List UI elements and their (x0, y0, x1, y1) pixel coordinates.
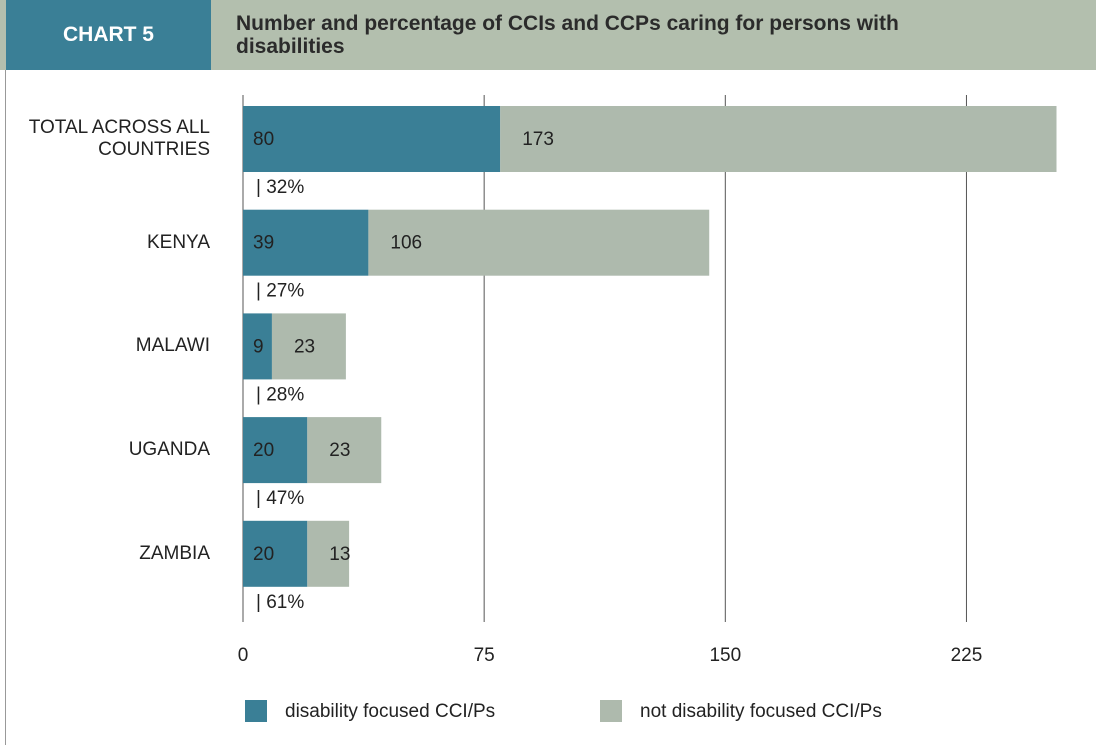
x-tick-label: 0 (238, 645, 249, 666)
value-label: 23 (329, 440, 350, 461)
share-label: | 27% (256, 281, 304, 302)
value-label: 39 (253, 233, 274, 254)
value-label: 23 (294, 336, 315, 357)
bar-segment (271, 313, 346, 380)
bar-segment (307, 417, 382, 484)
bar-segment (243, 417, 308, 484)
value-label: 20 (253, 440, 274, 461)
category-label: ZAMBIA (139, 542, 210, 564)
value-label: 9 (253, 336, 264, 357)
bar-segment (243, 520, 308, 587)
chart-title: Number and percentage of CCIs and CCPs c… (236, 12, 899, 58)
legend-label: not disability focused CCI/Ps (640, 701, 882, 722)
value-label: 106 (390, 233, 422, 254)
category-label: TOTAL ACROSS ALL COUNTRIES (28, 117, 210, 160)
share-label: | 47% (256, 488, 304, 509)
bar-segment (243, 106, 501, 172)
value-label: 13 (329, 544, 350, 565)
bar-segment (368, 209, 710, 276)
category-label: KENYA (146, 231, 210, 253)
chart-label: CHART 5 (6, 0, 211, 70)
value-label: 20 (253, 544, 274, 565)
share-label: | 28% (256, 384, 304, 405)
category-label: MALAWI (135, 335, 210, 357)
bar-segment (243, 313, 272, 380)
legend-swatch (245, 700, 267, 722)
bar-segment (500, 106, 1057, 172)
bar-segment (307, 520, 350, 587)
x-tick-label: 225 (951, 645, 983, 666)
legend-swatch (600, 700, 622, 722)
value-label: 173 (522, 129, 554, 150)
x-tick-label: 75 (474, 645, 495, 666)
category-label: UGANDA (128, 439, 210, 461)
edge-line (5, 70, 6, 745)
value-label: 80 (253, 129, 274, 150)
legend-label: disability focused CCI/Ps (285, 701, 495, 722)
x-tick-label: 150 (709, 645, 741, 666)
share-label: | 32% (256, 177, 304, 198)
bar-segment (243, 209, 369, 276)
share-label: | 61% (256, 592, 304, 613)
